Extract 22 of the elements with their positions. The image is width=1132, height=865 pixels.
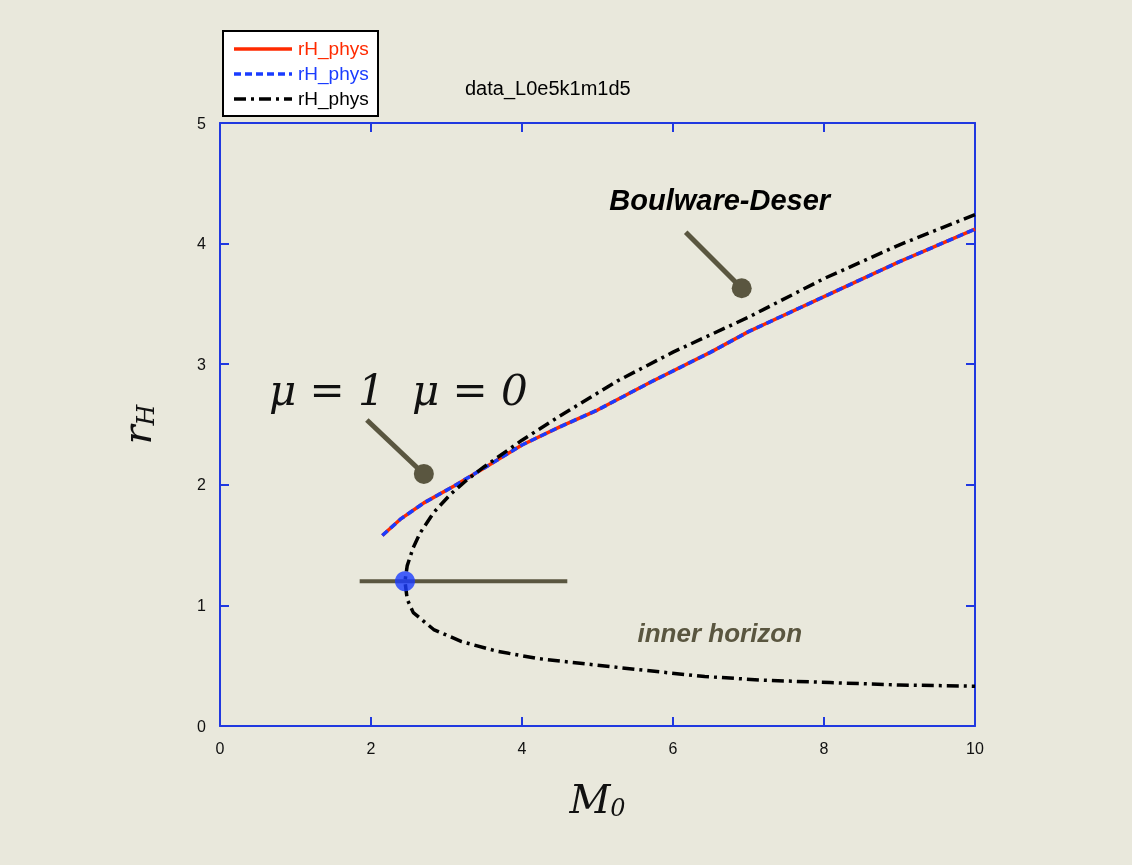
y-tick-label: 4 bbox=[197, 235, 207, 253]
x-tick-label: 0 bbox=[215, 739, 225, 757]
chart-title: data_L0e5k1m1d5 bbox=[465, 77, 631, 100]
annotation: inner horizon bbox=[637, 617, 803, 649]
y-tick-label: 1 bbox=[197, 596, 207, 614]
y-tick-label: 3 bbox=[197, 355, 207, 373]
annotation: μ = 1 bbox=[268, 365, 385, 415]
x-tick-label: 4 bbox=[517, 739, 527, 757]
x-axis-title: M0 bbox=[568, 776, 626, 822]
y-axis-title: rH bbox=[114, 403, 160, 445]
legend-label: rH_phys bbox=[298, 37, 369, 61]
x-tick-label: 6 bbox=[668, 739, 678, 757]
x-tick-label: 10 bbox=[966, 739, 984, 757]
y-tick-label: 5 bbox=[197, 114, 207, 132]
annotation: Boulware-Deser bbox=[609, 183, 831, 217]
legend-label: rH_phys bbox=[298, 87, 369, 111]
y-tick-label: 2 bbox=[197, 476, 207, 494]
annotation: μ = 0 bbox=[411, 365, 528, 415]
x-tick-label: 2 bbox=[366, 739, 376, 757]
x-tick-label: 8 bbox=[819, 739, 829, 757]
y-tick-label: 0 bbox=[197, 717, 207, 735]
legend-label: rH_phys bbox=[298, 62, 369, 86]
